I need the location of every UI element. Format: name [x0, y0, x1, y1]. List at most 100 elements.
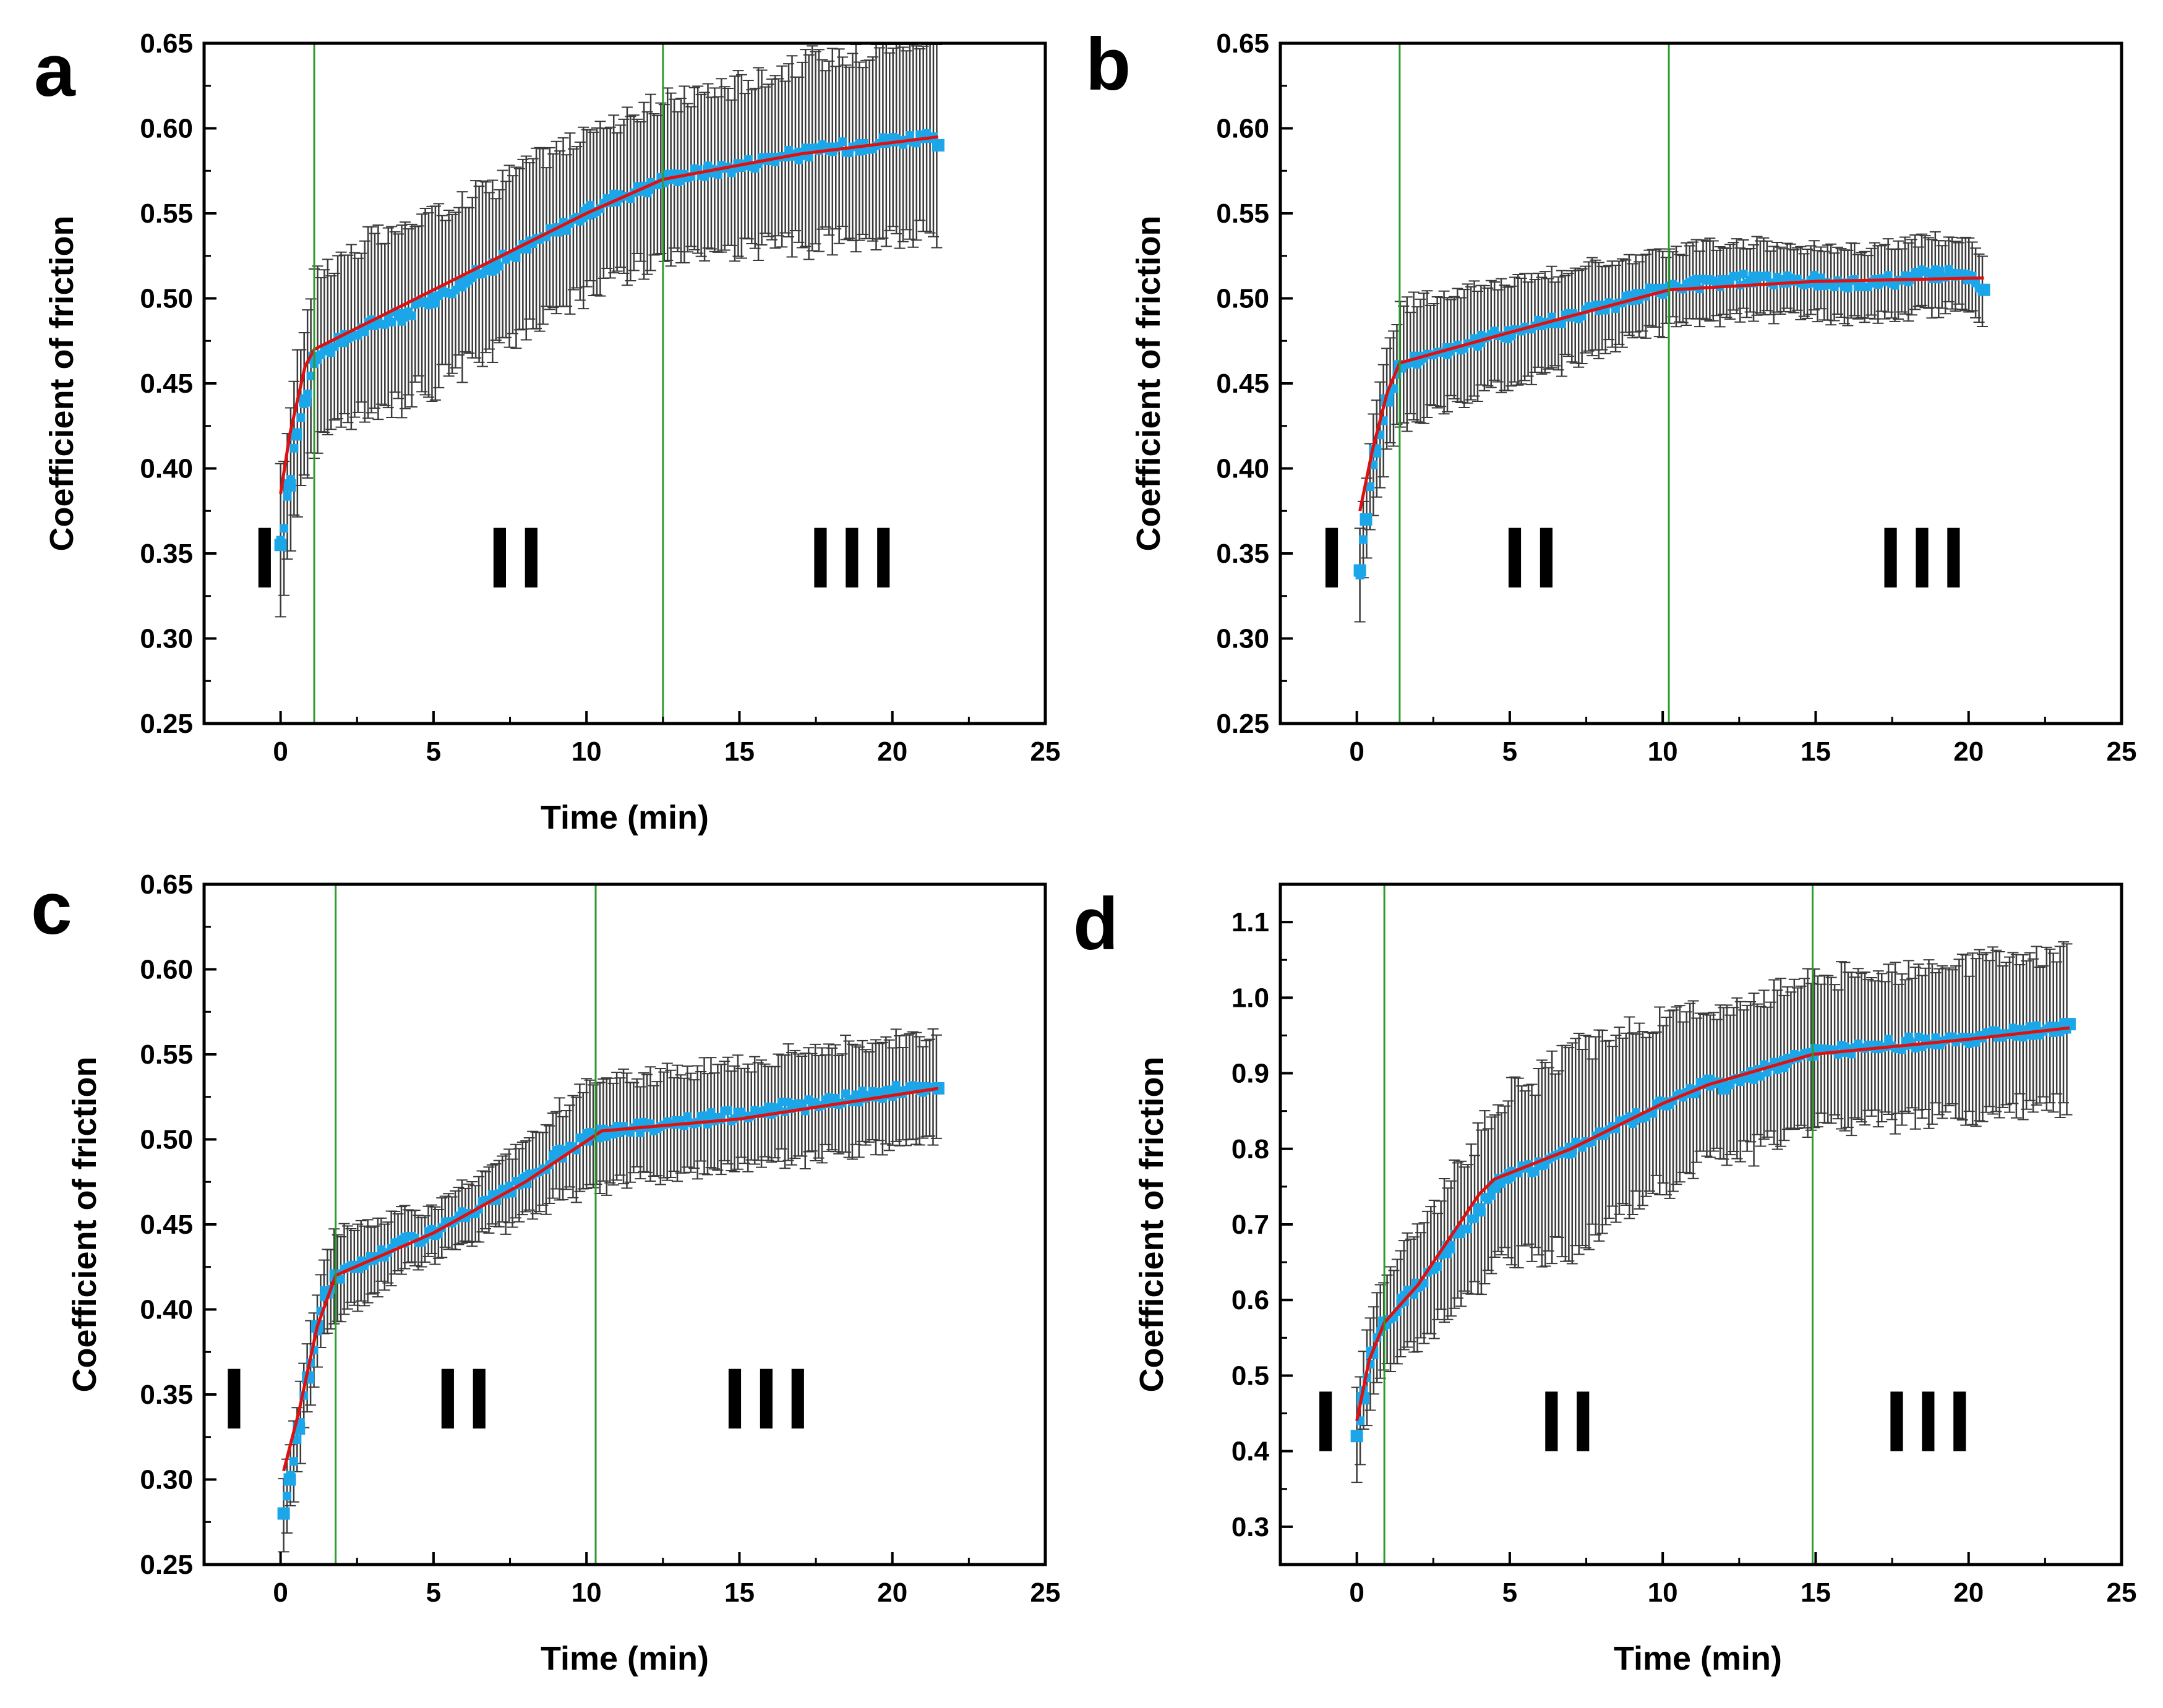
- data-point-a-6: [296, 413, 306, 422]
- y-tick-label-a-7: 0.60: [140, 114, 193, 144]
- y-axis-label-c: Coefficient of friction: [66, 1057, 103, 1393]
- panel-b: I II III Coefficient of friction 0 5 10 15 20 2…: [1130, 28, 2136, 767]
- y-tick-label-b-6: 0.55: [1216, 199, 1269, 229]
- series-point-b-0: [1353, 564, 1366, 577]
- data-point-a-60: [478, 269, 487, 278]
- x-tick-label-d-3: 15: [1801, 1578, 1831, 1608]
- data-point-a-167: [838, 137, 847, 147]
- series-point-c-28: [932, 1082, 944, 1095]
- data-point-c-148: [777, 1097, 786, 1106]
- y-tick-label-b-0: 0.25: [1216, 709, 1269, 739]
- y-axis-label-b: Coefficient of friction: [1130, 216, 1167, 552]
- series-point-b-1: [1360, 513, 1373, 526]
- series-point-b-22: [1932, 267, 1945, 280]
- fit-line-d: [1355, 1026, 2070, 1422]
- x-tick-label-d-0: 0: [1349, 1578, 1364, 1608]
- data-point-b-157: [1883, 271, 1893, 280]
- data-point-c-105: [632, 1118, 641, 1127]
- plot-content-a: I II III: [252, 43, 944, 724]
- plot-frame-c: [202, 882, 1047, 1566]
- x-tick-label-a-4: 20: [877, 737, 907, 767]
- series-point-a-26: [932, 139, 944, 152]
- x-tick-label-d-2: 10: [1648, 1578, 1678, 1608]
- x-tick-label-c-3: 15: [724, 1578, 755, 1608]
- series-point-a-7: [396, 309, 409, 322]
- series-point-b-16: [1748, 271, 1761, 284]
- y-tick-label-a-2: 0.35: [140, 539, 193, 569]
- x-tick-label-c-0: 0: [273, 1578, 288, 1608]
- y-tick-label-d-3: 0.6: [1231, 1285, 1269, 1315]
- x-tick-label-b-2: 10: [1648, 737, 1678, 767]
- x-tick-label-b-3: 15: [1801, 737, 1831, 767]
- y-tick-label-d-6: 0.9: [1231, 1059, 1269, 1089]
- data-point-c-29: [377, 1245, 386, 1254]
- data-point-d-35: [1470, 1214, 1480, 1223]
- data-point-d-197: [2015, 1025, 2024, 1034]
- data-point-d-158: [1884, 1035, 1893, 1044]
- region-label-d-1: II: [1540, 1373, 1603, 1470]
- data-point-c-150: [784, 1098, 793, 1107]
- panel-letter-b: b: [1086, 23, 1131, 106]
- data-point-a-52: [451, 286, 460, 295]
- region-label-a-0: I: [252, 509, 284, 606]
- series-point-a-3: [299, 394, 312, 407]
- data-point-c-1: [283, 1492, 292, 1501]
- y-tick-label-a-5: 0.50: [140, 284, 193, 314]
- plot-content-d: I II III: [1314, 884, 2076, 1565]
- data-point-b-3: [1365, 482, 1374, 491]
- panel-a: I II III Time (min) Coefficient of frictio…: [43, 28, 1060, 836]
- panel-letter-c: c: [31, 867, 72, 950]
- y-tick-label-a-6: 0.55: [140, 199, 193, 229]
- series-point-d-17: [1718, 1082, 1731, 1095]
- series-point-a-8: [427, 292, 440, 305]
- x-tick-label-d-4: 20: [1953, 1578, 1984, 1608]
- data-point-a-39: [407, 311, 416, 320]
- y-tick-label-c-6: 0.55: [140, 1040, 193, 1070]
- plot-content-c: I II III: [222, 884, 944, 1565]
- series-point-c-0: [277, 1507, 290, 1520]
- series-point-d-23: [1901, 1036, 1914, 1049]
- data-point-b-112: [1732, 271, 1741, 281]
- series-point-b-15: [1718, 275, 1731, 288]
- region-label-b-2: III: [1878, 509, 1973, 606]
- x-tick-label-c-4: 20: [877, 1578, 907, 1608]
- x-tick-label-b-0: 0: [1349, 737, 1364, 767]
- y-tick-label-b-2: 0.35: [1216, 539, 1269, 569]
- data-point-b-1: [1359, 535, 1368, 544]
- data-point-a-2: [283, 492, 292, 501]
- y-axis-label-d: Coefficient of friction: [1133, 1057, 1170, 1393]
- series-point-a-2: [289, 428, 302, 441]
- data-point-d-40: [1487, 1190, 1496, 1200]
- y-tick-label-c-3: 0.40: [140, 1295, 193, 1325]
- data-point-b-60: [1557, 319, 1566, 328]
- y-tick-label-b-1: 0.30: [1216, 624, 1269, 654]
- y-tick-label-b-8: 0.65: [1216, 28, 1269, 59]
- y-tick-label-d-4: 0.7: [1231, 1210, 1269, 1240]
- data-point-a-23: [353, 331, 362, 340]
- x-axis-label-a: Time (min): [541, 799, 709, 836]
- x-tick-label-a-0: 0: [273, 737, 288, 767]
- data-point-d-206: [2045, 1022, 2055, 1031]
- x-tick-label-a-2: 10: [572, 737, 602, 767]
- data-point-a-33: [387, 317, 396, 327]
- y-tick-label-a-1: 0.30: [140, 624, 193, 654]
- panel-c: I II III Time (min) Coefficient of frictio…: [66, 869, 1060, 1677]
- plot-frame-d: [1279, 882, 2123, 1566]
- series-point-b-24: [1977, 283, 1990, 296]
- x-tick-label-d-1: 5: [1502, 1578, 1517, 1608]
- data-point-a-187: [905, 131, 914, 140]
- y-tick-label-c-8: 0.65: [140, 869, 193, 900]
- region-label-c-0: I: [222, 1350, 254, 1447]
- y-tick-label-a-4: 0.45: [140, 369, 193, 399]
- data-point-c-177: [875, 1087, 884, 1096]
- region-label-d-0: I: [1314, 1373, 1345, 1470]
- region-label-b-1: II: [1503, 509, 1566, 606]
- plot-frame-a: [202, 41, 1047, 725]
- x-axis-label-d: Time (min): [1614, 1640, 1782, 1677]
- data-point-d-195: [2008, 1023, 2018, 1033]
- series-point-c-22: [763, 1103, 776, 1115]
- x-tick-label-c-2: 10: [572, 1578, 602, 1608]
- y-tick-label-a-8: 0.65: [140, 28, 193, 59]
- data-point-c-4: [293, 1435, 302, 1445]
